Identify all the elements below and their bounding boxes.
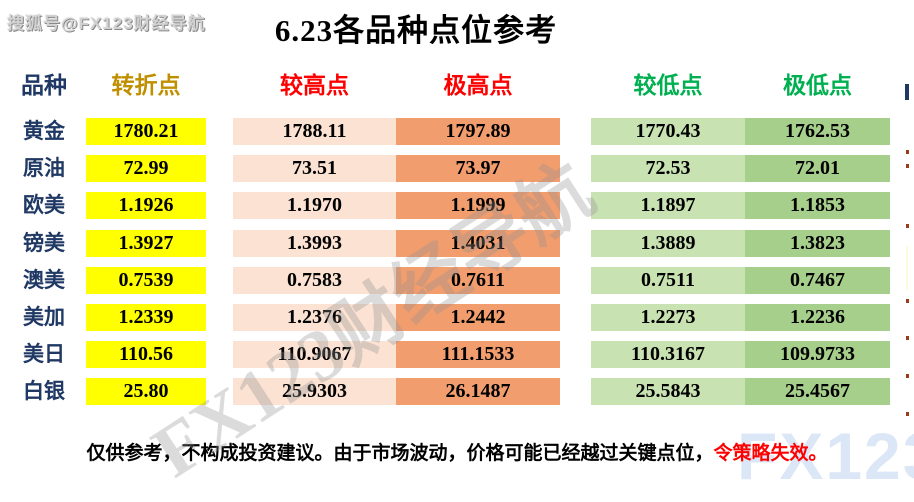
edge-fragment — [905, 84, 909, 100]
table-row: 欧美 1.1926 1.1970 1.1999 1.1897 1.1853 — [0, 192, 914, 219]
table-row: 美加 1.2339 1.2376 1.2442 1.2273 1.2236 — [0, 304, 914, 331]
row-label: 澳美 — [23, 268, 65, 292]
lower-cell: 0.7511 — [591, 267, 745, 294]
pivot-cell: 1780.21 — [86, 118, 206, 145]
edge-fragment — [906, 336, 909, 340]
column-header-higher: 较高点 — [280, 73, 349, 98]
pivot-cell: 110.56 — [86, 341, 206, 368]
sohu-account-watermark: 搜狐号@FX123财经导航 — [7, 14, 206, 33]
extreme-low-cell: 1.1853 — [745, 192, 890, 219]
lower-cell: 72.53 — [591, 155, 745, 182]
higher-cell: 0.7583 — [233, 267, 396, 294]
table-row: 美日 110.56 110.9067 111.1533 110.3167 109… — [0, 341, 914, 368]
row-label: 黄金 — [23, 119, 65, 143]
higher-cell: 73.51 — [233, 155, 396, 182]
column-header-lower: 较低点 — [633, 73, 703, 98]
edge-fragment — [906, 164, 909, 168]
row-label: 美加 — [23, 305, 65, 329]
higher-cell: 1.2376 — [233, 304, 396, 331]
extreme-low-cell: 1.2236 — [745, 304, 890, 331]
extreme-high-cell: 111.1533 — [396, 341, 560, 368]
extreme-high-cell: 1.1999 — [396, 192, 560, 219]
table-row: 白银 25.80 25.9303 26.1487 25.5843 25.4567 — [0, 378, 914, 405]
higher-cell: 25.9303 — [233, 378, 396, 405]
edge-fragment — [906, 412, 909, 416]
extreme-low-cell: 109.9733 — [745, 341, 890, 368]
extreme-low-cell: 1.3823 — [745, 230, 890, 257]
row-label: 欧美 — [23, 193, 65, 217]
pivot-cell: 1.1926 — [86, 192, 206, 219]
row-label: 白银 — [23, 379, 65, 403]
row-label: 原油 — [23, 156, 65, 180]
higher-cell: 1.1970 — [233, 192, 396, 219]
table-row: 原油 72.99 73.51 73.97 72.53 72.01 — [0, 155, 914, 182]
edge-fragment — [906, 224, 909, 228]
pivot-cell: 25.80 — [86, 378, 206, 405]
extreme-high-cell: 73.97 — [396, 155, 560, 182]
extreme-low-cell: 72.01 — [745, 155, 890, 182]
fx123-corner-watermark: FX123 — [737, 419, 914, 493]
pivot-cell: 72.99 — [86, 155, 206, 182]
higher-cell: 1.3993 — [233, 230, 396, 257]
column-header-pivot: 转折点 — [111, 73, 181, 98]
extreme-low-cell: 25.4567 — [745, 378, 890, 405]
extreme-low-cell: 0.7467 — [745, 267, 890, 294]
lower-cell: 1770.43 — [591, 118, 745, 145]
higher-cell: 1788.11 — [233, 118, 396, 145]
column-header-extreme-low: 极低点 — [783, 73, 852, 98]
lower-cell: 110.3167 — [591, 341, 745, 368]
table-row: 澳美 0.7539 0.7583 0.7611 0.7511 0.7467 — [0, 267, 914, 294]
higher-cell: 110.9067 — [233, 341, 396, 368]
pivot-cell: 1.3927 — [86, 230, 206, 257]
lower-cell: 1.1897 — [591, 192, 745, 219]
extreme-high-cell: 1.4031 — [396, 230, 560, 257]
row-label: 美日 — [23, 342, 65, 366]
page-title: 6.23各品种点位参考 — [274, 13, 558, 48]
pivot-cell: 1.2339 — [86, 304, 206, 331]
edge-fragment — [906, 150, 909, 154]
edge-fragment — [906, 299, 909, 303]
disclaimer-warning-red: 令策略失效。 — [713, 443, 828, 464]
pivot-cell: 0.7539 — [86, 267, 206, 294]
edge-fragment — [906, 374, 909, 378]
extreme-high-cell: 26.1487 — [396, 378, 560, 405]
edge-fragment — [906, 246, 908, 290]
lower-cell: 1.2273 — [591, 304, 745, 331]
extreme-high-cell: 1.2442 — [396, 304, 560, 331]
disclaimer-black: 仅供参考，不构成投资建议。由于市场波动，价格可能已经越过关键点位， — [86, 443, 714, 464]
column-header-extreme-high: 极高点 — [443, 73, 513, 98]
table-row: 镑美 1.3927 1.3993 1.4031 1.3889 1.3823 — [0, 230, 914, 257]
lower-cell: 25.5843 — [591, 378, 745, 405]
disclaimer-text: 仅供参考，不构成投资建议。由于市场波动，价格可能已经越过关键点位，令策略失效。 — [0, 438, 914, 465]
row-label: 镑美 — [23, 231, 65, 255]
table-row: 黄金 1780.21 1788.11 1797.89 1770.43 1762.… — [0, 118, 914, 145]
extreme-high-cell: 1797.89 — [396, 118, 560, 145]
column-header-variety: 品种 — [21, 73, 67, 98]
extreme-low-cell: 1762.53 — [745, 118, 890, 145]
lower-cell: 1.3889 — [591, 230, 745, 257]
extreme-high-cell: 0.7611 — [396, 267, 560, 294]
